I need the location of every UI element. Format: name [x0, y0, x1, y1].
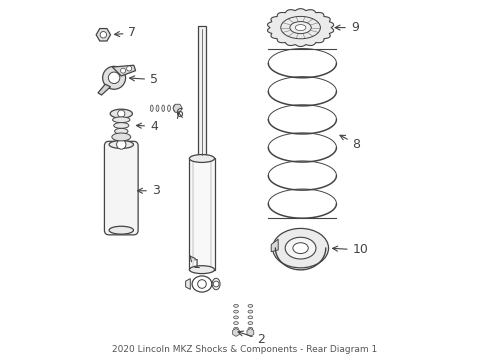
Ellipse shape: [109, 140, 133, 148]
Ellipse shape: [110, 109, 132, 118]
Polygon shape: [112, 65, 136, 76]
Ellipse shape: [248, 305, 253, 307]
Ellipse shape: [234, 321, 238, 324]
Circle shape: [108, 72, 120, 84]
Polygon shape: [186, 279, 190, 289]
Ellipse shape: [162, 105, 165, 112]
Ellipse shape: [248, 316, 253, 319]
Circle shape: [118, 110, 125, 117]
Text: 8: 8: [340, 135, 361, 150]
Polygon shape: [271, 239, 278, 252]
Ellipse shape: [290, 22, 311, 33]
Text: 2020 Lincoln MKZ Shocks & Components - Rear Diagram 1: 2020 Lincoln MKZ Shocks & Components - R…: [112, 345, 378, 354]
Ellipse shape: [190, 266, 215, 274]
Ellipse shape: [156, 105, 159, 112]
Circle shape: [100, 32, 107, 38]
Circle shape: [121, 68, 125, 73]
Polygon shape: [98, 84, 111, 95]
Text: 10: 10: [333, 243, 368, 256]
Polygon shape: [198, 26, 206, 158]
Ellipse shape: [150, 105, 153, 112]
FancyBboxPatch shape: [104, 141, 138, 235]
Text: 2: 2: [238, 331, 266, 346]
Ellipse shape: [114, 123, 129, 129]
Text: 7: 7: [115, 27, 136, 40]
Ellipse shape: [248, 310, 253, 313]
Ellipse shape: [173, 105, 176, 112]
Ellipse shape: [113, 117, 130, 123]
Circle shape: [102, 66, 125, 89]
Ellipse shape: [248, 321, 253, 324]
Ellipse shape: [109, 226, 133, 234]
Circle shape: [117, 140, 126, 149]
Ellipse shape: [168, 105, 171, 112]
Ellipse shape: [248, 327, 253, 330]
Ellipse shape: [234, 316, 238, 319]
Ellipse shape: [272, 228, 329, 268]
Ellipse shape: [285, 237, 316, 259]
Text: 3: 3: [138, 184, 160, 197]
Circle shape: [126, 66, 132, 71]
Polygon shape: [268, 9, 334, 46]
Ellipse shape: [212, 278, 220, 290]
Polygon shape: [190, 158, 215, 270]
Text: 9: 9: [335, 21, 359, 34]
Text: 1: 1: [190, 256, 201, 271]
Ellipse shape: [295, 24, 306, 31]
Ellipse shape: [234, 310, 238, 313]
Text: 5: 5: [129, 73, 158, 86]
Circle shape: [197, 280, 206, 288]
Ellipse shape: [190, 154, 215, 162]
Text: 6: 6: [175, 107, 183, 120]
Ellipse shape: [192, 276, 212, 292]
Ellipse shape: [112, 133, 131, 141]
Text: 4: 4: [136, 120, 158, 133]
Ellipse shape: [115, 129, 128, 134]
Ellipse shape: [234, 327, 238, 330]
Ellipse shape: [234, 305, 238, 307]
Circle shape: [213, 281, 219, 287]
Ellipse shape: [293, 243, 308, 253]
